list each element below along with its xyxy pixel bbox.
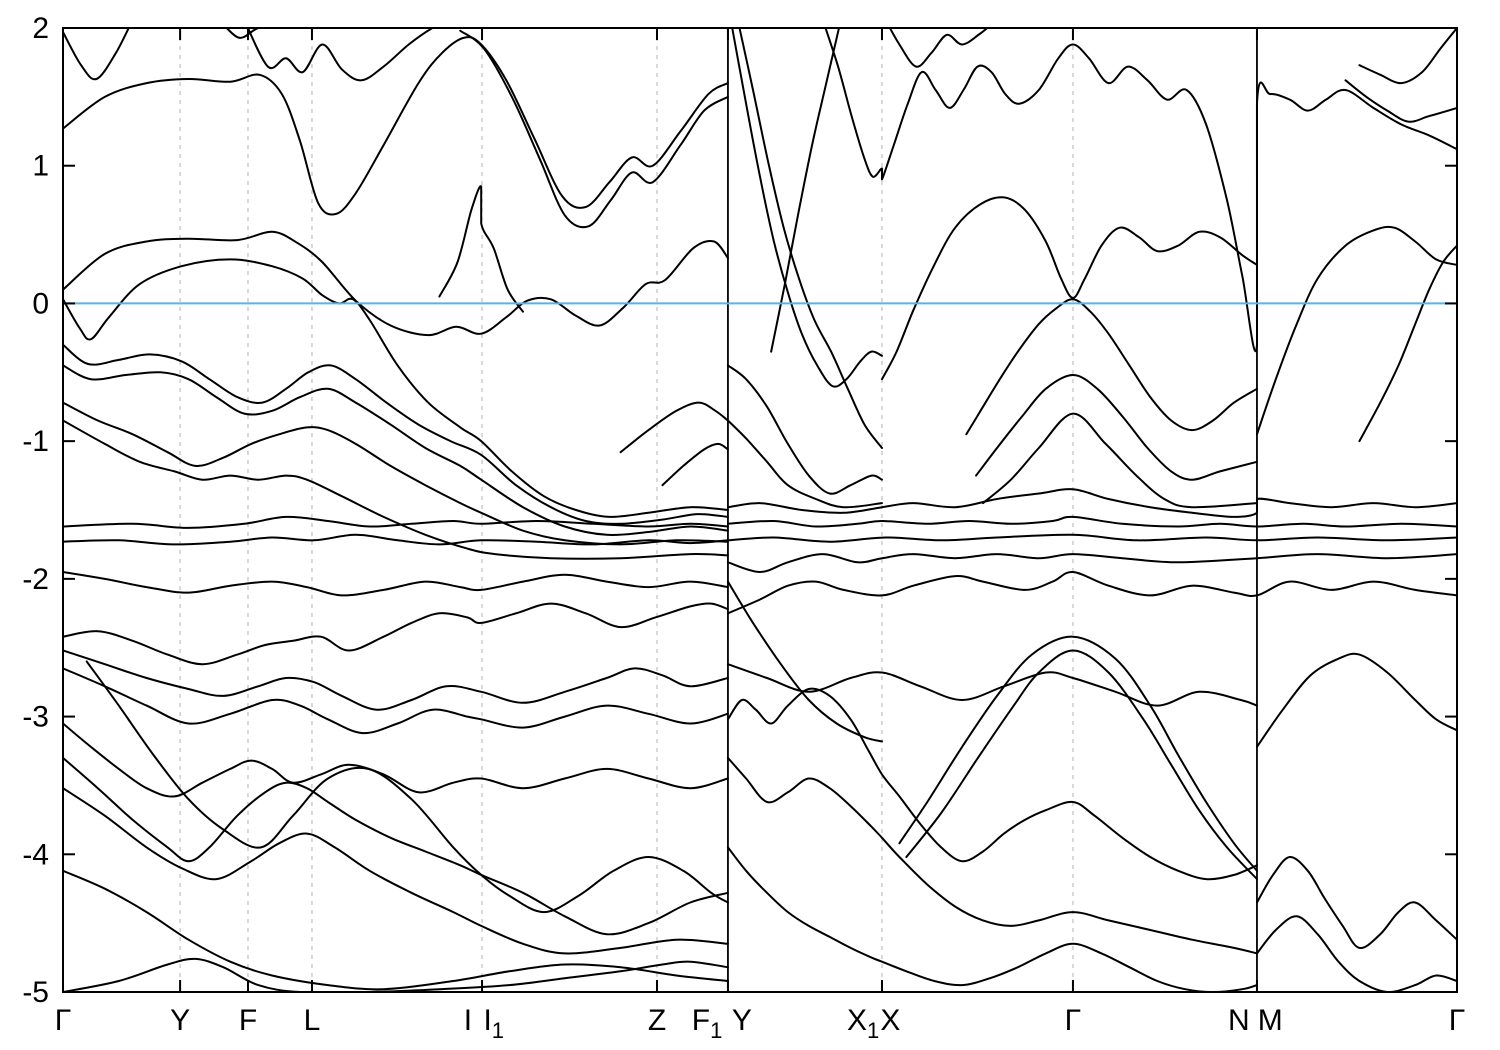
- band-line: [1255, 856, 1457, 949]
- band-line: [63, 570, 729, 597]
- band-line: [898, 635, 1258, 872]
- bands-group: [63, 28, 1457, 992]
- band-line: [63, 722, 729, 798]
- y-axis-label: -2: [22, 563, 49, 596]
- band-line: [1344, 79, 1457, 123]
- band-line: [726, 533, 1457, 543]
- y-axis-label: -1: [22, 425, 49, 458]
- x-axis-label: I1: [483, 1004, 504, 1043]
- band-line: [63, 756, 729, 936]
- band-line: [726, 364, 883, 495]
- y-axis-label: 0: [32, 287, 49, 320]
- band-line: [459, 29, 729, 229]
- band-line: [726, 419, 883, 509]
- band-line: [770, 28, 840, 353]
- x-axis-label: Z: [648, 1004, 666, 1037]
- band-line: [63, 869, 729, 991]
- band-line: [63, 667, 729, 735]
- band-line: [726, 553, 1457, 573]
- band-line: [85, 660, 729, 914]
- band-line: [63, 515, 729, 529]
- band-line: [824, 28, 1457, 353]
- band-line: [726, 663, 1258, 707]
- band-line: [661, 442, 729, 487]
- x-axis-label: F1: [692, 1004, 723, 1043]
- band-line: [63, 401, 729, 546]
- x-axis-label: X1: [847, 1004, 879, 1043]
- x-axis-label: F: [239, 1004, 257, 1037]
- y-axis-label: -5: [22, 976, 49, 1009]
- x-axis-label: M: [1258, 1004, 1283, 1037]
- band-line: [975, 374, 1258, 481]
- y-axis-label: -4: [22, 838, 49, 871]
- band-line: [63, 230, 729, 337]
- band-line: [63, 787, 729, 955]
- band-line: [63, 649, 729, 711]
- band-line: [63, 36, 729, 216]
- x-axis-label: Y: [170, 1004, 190, 1037]
- band-line: [63, 533, 729, 546]
- band-line: [726, 570, 1457, 615]
- band-line: [726, 515, 1457, 528]
- x-axis-label: Γ: [1449, 1004, 1466, 1037]
- y-axis-label: 2: [32, 12, 49, 45]
- x-axis-label: N: [1228, 1004, 1250, 1037]
- x-axis-label: I: [464, 1004, 472, 1037]
- band-line: [63, 419, 729, 560]
- band-line: [905, 649, 1258, 881]
- x-axis-label: Y: [732, 1004, 752, 1037]
- x-axis-label: Γ: [1065, 1004, 1082, 1037]
- y-axis-label: -3: [22, 701, 49, 734]
- plot-border: [62, 27, 1458, 993]
- band-line: [726, 846, 1258, 992]
- band-line: [738, 28, 883, 449]
- band-line: [726, 580, 883, 743]
- band-line: [965, 298, 1258, 436]
- band-line: [246, 28, 435, 82]
- band-line: [1255, 225, 1457, 436]
- y-axis-label: 1: [32, 150, 49, 183]
- x-axis-label: X: [880, 1004, 900, 1037]
- band-line: [726, 488, 1457, 518]
- band-line: [731, 28, 883, 388]
- band-line: [880, 196, 1258, 381]
- band-line: [438, 185, 524, 313]
- band-line: [63, 343, 729, 525]
- band-line: [619, 401, 729, 454]
- band-line: [63, 28, 130, 81]
- band-line: [888, 28, 989, 68]
- band-line: [982, 412, 1258, 509]
- x-axis-label: L: [304, 1004, 321, 1037]
- band-line: [1358, 244, 1457, 443]
- band-line: [1358, 28, 1457, 85]
- band-line: [63, 258, 729, 518]
- x-axis-label: Γ: [55, 1004, 72, 1037]
- band-line: [726, 687, 1258, 881]
- band-line: [63, 602, 729, 666]
- band-line: [1255, 915, 1457, 992]
- band-line: [726, 756, 1258, 955]
- band-line: [1255, 652, 1457, 748]
- band-line: [63, 364, 729, 536]
